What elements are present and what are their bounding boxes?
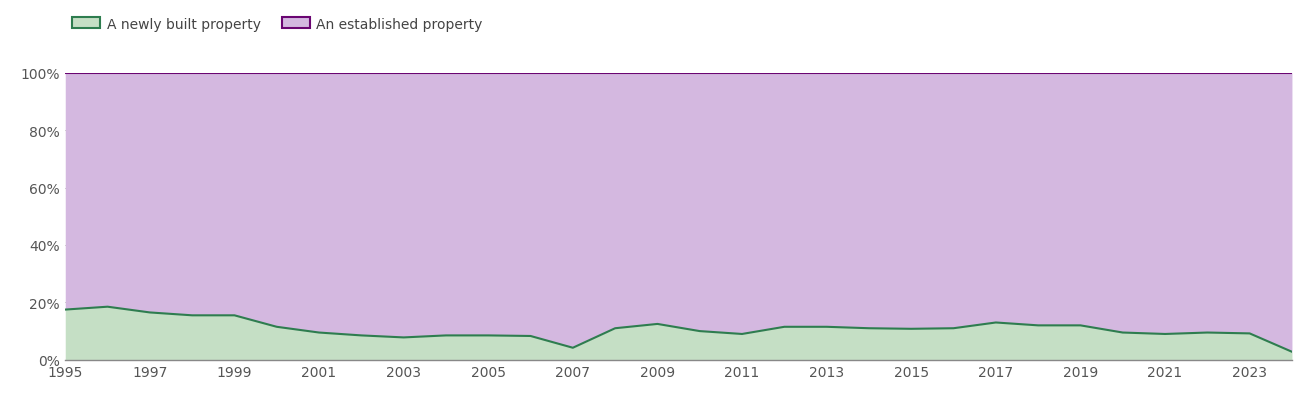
Legend: A newly built property, An established property: A newly built property, An established p… — [72, 18, 483, 31]
